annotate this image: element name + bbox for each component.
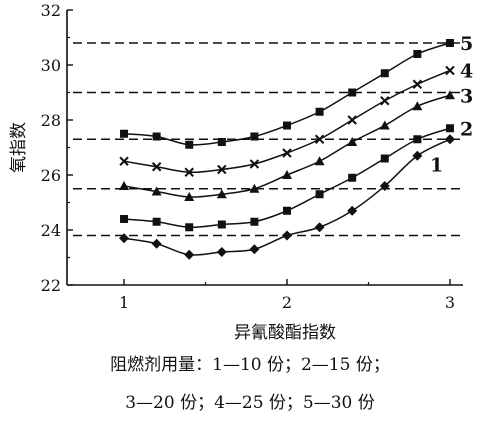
- y-tick-label-22: 22: [41, 276, 61, 295]
- data-point-s3-10: [412, 101, 423, 111]
- data-point-s1-5: [249, 244, 260, 255]
- data-point-s3-1: [119, 181, 130, 190]
- y-tick-label-28: 28: [41, 111, 61, 130]
- data-point-s1-7: [314, 222, 325, 233]
- data-point-s5-3: [185, 140, 194, 149]
- data-point-s5-6: [283, 121, 291, 130]
- x-tick-label-2: 2: [282, 293, 292, 312]
- data-point-s4-5: [249, 159, 260, 169]
- data-point-s5-5: [250, 132, 259, 141]
- series-3: [119, 90, 455, 201]
- data-point-s2-8: [348, 173, 357, 182]
- data-point-s5-9: [380, 69, 389, 78]
- y-tick-label-24: 24: [41, 221, 61, 240]
- y-tick-label-26: 26: [41, 166, 61, 185]
- series-label-4: 4: [460, 61, 473, 83]
- data-point-s3-4: [216, 189, 227, 199]
- data-point-s3-2: [151, 186, 162, 196]
- data-point-s2-7: [315, 190, 324, 199]
- x-axis-label: 异氰酸酯指数: [234, 323, 336, 343]
- data-point-s4-2: [151, 162, 162, 172]
- data-point-s3-8: [347, 137, 358, 146]
- data-point-s1-4: [216, 247, 227, 257]
- data-point-s2-6: [283, 206, 291, 215]
- chart-axes: 22 24 26 28 30 32 1 2 3: [41, 1, 463, 312]
- series-4: [119, 65, 455, 177]
- x-tick-label-1: 1: [119, 293, 129, 312]
- data-point-s4-6: [282, 148, 292, 158]
- caption-line-2: 3—20 份；4—25 份；5—30 份: [125, 393, 375, 413]
- data-point-s4-1: [119, 156, 129, 166]
- data-point-s1-8: [347, 205, 358, 216]
- data-point-s1-9: [379, 181, 390, 191]
- data-point-s4-8: [347, 115, 357, 125]
- data-point-s2-9: [380, 154, 389, 163]
- data-point-s2-2: [152, 217, 161, 226]
- data-point-s5-4: [217, 138, 226, 146]
- data-point-s4-11: [445, 65, 455, 76]
- data-point-s2-11: [445, 124, 454, 133]
- y-axis-label: 氧指数: [9, 122, 29, 173]
- chart-series: [119, 39, 455, 260]
- data-point-s1-3: [184, 249, 195, 260]
- data-point-s4-3: [184, 167, 194, 177]
- series-label-2: 2: [460, 118, 473, 140]
- data-point-s5-1: [120, 129, 129, 138]
- x-tick-label-3: 3: [445, 293, 455, 312]
- data-point-s3-6: [282, 170, 292, 179]
- data-point-s4-4: [217, 164, 227, 175]
- data-point-s1-6: [282, 230, 292, 241]
- series-line-5: [123, 42, 451, 146]
- data-point-s2-4: [217, 220, 226, 229]
- data-point-s2-10: [413, 135, 422, 144]
- data-point-s2-3: [185, 223, 194, 232]
- data-point-s2-1: [120, 215, 129, 223]
- data-point-s3-7: [314, 156, 325, 166]
- data-point-s2-5: [250, 217, 259, 226]
- data-point-s5-7: [315, 107, 324, 116]
- data-point-s3-11: [444, 90, 455, 100]
- series-label-3: 3: [460, 85, 473, 107]
- data-point-s5-2: [152, 132, 161, 141]
- data-point-s1-1: [119, 233, 130, 244]
- series-label-5: 5: [460, 33, 473, 55]
- data-point-s5-8: [348, 88, 357, 97]
- series-line-3: [123, 94, 451, 198]
- caption-line-1: 阻燃剂用量：1—10 份；2—15 份；: [110, 355, 390, 375]
- data-point-s5-11: [445, 39, 454, 47]
- series-label-1: 1: [430, 154, 443, 176]
- series-1: [119, 134, 455, 260]
- data-point-s4-7: [314, 134, 325, 144]
- data-point-s4-10: [412, 79, 423, 89]
- series-2: [120, 124, 454, 232]
- data-point-s3-3: [184, 192, 195, 201]
- y-tick-label-32: 32: [41, 1, 61, 20]
- reference-lines: [73, 42, 460, 237]
- data-point-s1-10: [412, 150, 423, 161]
- series-line-4: [123, 69, 451, 174]
- data-point-s4-9: [380, 96, 390, 106]
- data-point-s1-2: [151, 238, 162, 249]
- series-5: [120, 39, 454, 149]
- data-point-s3-5: [249, 183, 260, 193]
- data-point-s1-11: [444, 134, 455, 145]
- data-point-s5-10: [413, 50, 422, 58]
- y-tick-label-30: 30: [41, 56, 61, 75]
- data-point-s3-9: [379, 120, 390, 130]
